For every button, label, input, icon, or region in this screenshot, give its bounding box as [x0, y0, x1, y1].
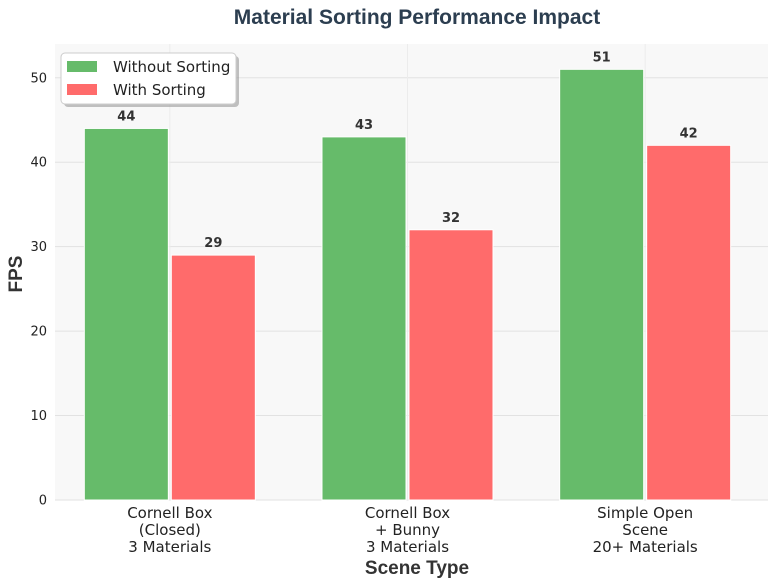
y-tick-label: 40: [30, 156, 47, 171]
x-tick-line: Scene: [622, 521, 668, 539]
bar-without-sorting: [83, 127, 169, 501]
legend: Without Sorting With Sorting: [60, 52, 239, 107]
x-tick-label: Cornell Box + Bunny 3 Materials: [365, 504, 450, 556]
y-tick-label: 30: [30, 240, 47, 255]
x-tick-line: (Closed): [139, 521, 201, 539]
bar-with-sorting: [170, 254, 256, 501]
x-tick-line: Cornell Box: [127, 504, 212, 522]
x-tick-line: + Bunny: [375, 521, 440, 539]
y-axis-ticks: 0 10 20 30 40 50: [30, 71, 47, 508]
y-tick-label: 20: [30, 325, 47, 340]
x-tick-line: 3 Materials: [366, 538, 449, 556]
data-label: 51: [593, 50, 611, 65]
y-axis-label: FPS: [6, 256, 27, 293]
legend-label: With Sorting: [113, 81, 206, 99]
bars: [83, 68, 732, 501]
bar-with-sorting: [646, 144, 732, 501]
x-axis-label: Scene Type: [365, 558, 469, 579]
x-tick-label: Cornell Box (Closed) 3 Materials: [127, 504, 212, 556]
y-tick-label: 50: [30, 71, 47, 86]
y-tick-label: 0: [39, 494, 47, 509]
bar-without-sorting: [321, 136, 407, 501]
x-tick-line: 20+ Materials: [593, 538, 698, 556]
bar-with-sorting: [408, 229, 494, 501]
data-label: 29: [204, 236, 222, 251]
chart-title: Material Sorting Performance Impact: [234, 6, 600, 29]
legend-swatch: [67, 84, 97, 95]
x-tick-label: Simple Open Scene 20+ Materials: [593, 504, 698, 556]
legend-box: [60, 52, 237, 105]
x-tick-line: Simple Open: [597, 504, 693, 522]
data-label: 43: [355, 118, 373, 133]
legend-label: Without Sorting: [113, 58, 230, 76]
y-tick-label: 10: [30, 409, 47, 424]
data-label: 44: [117, 109, 135, 124]
data-label: 42: [680, 126, 698, 141]
x-tick-line: 3 Materials: [128, 538, 211, 556]
data-labels: 44 29 43 32 51 42: [117, 50, 697, 251]
bar-without-sorting: [559, 68, 645, 501]
x-tick-line: Cornell Box: [365, 504, 450, 522]
legend-swatch: [67, 61, 97, 72]
data-label: 32: [442, 211, 460, 226]
